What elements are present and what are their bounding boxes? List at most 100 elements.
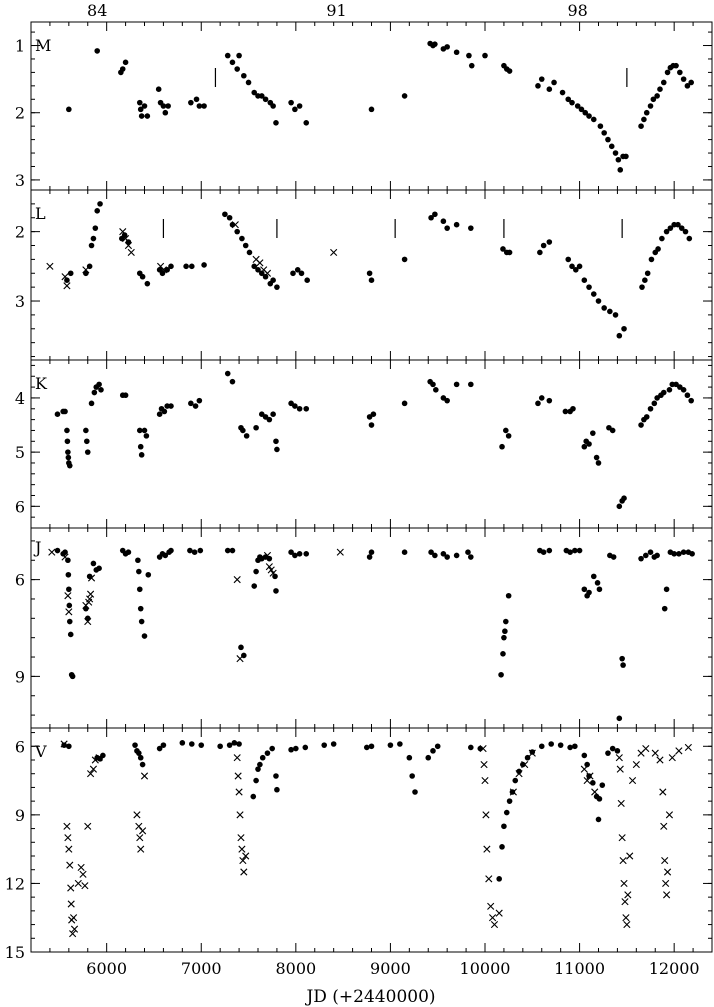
data-point-cross <box>483 845 491 853</box>
data-point-cross <box>482 811 490 819</box>
panel-label: M <box>35 36 51 55</box>
data-point-cross <box>242 852 250 860</box>
data-point-dot <box>595 816 602 823</box>
data-point-dot <box>137 605 144 612</box>
y-tick-label: 1 <box>15 37 25 56</box>
data-point-dot <box>258 93 265 99</box>
data-point-dot <box>599 782 606 788</box>
data-point-cross <box>675 747 683 755</box>
data-point-dot <box>605 136 611 143</box>
data-point-dot <box>482 52 488 59</box>
data-point-dot <box>500 651 506 657</box>
data-point-cross <box>528 749 536 757</box>
data-point-cross <box>91 756 99 764</box>
data-point-dot <box>595 460 602 466</box>
data-point-cross <box>74 879 82 888</box>
data-point-dot <box>688 79 694 86</box>
data-point-dot <box>664 69 671 76</box>
data-point-dot <box>164 266 170 273</box>
data-point-dot <box>569 263 575 270</box>
data-point-dot <box>643 109 650 116</box>
data-point-dot <box>387 742 394 748</box>
data-point-dot <box>572 743 578 750</box>
data-point-dot <box>257 761 263 768</box>
data-point-cross <box>140 772 149 780</box>
data-point-cross <box>663 868 672 876</box>
data-point-cross <box>69 914 78 922</box>
data-point-dot <box>274 284 280 290</box>
data-point-dot <box>251 263 258 270</box>
data-point-cross <box>234 772 242 780</box>
data-point-dot <box>477 745 484 752</box>
data-point-dot <box>136 568 142 575</box>
data-point-dot <box>586 441 592 447</box>
data-point-dot <box>144 280 151 287</box>
data-point-dot <box>647 103 654 109</box>
data-point-cross <box>136 834 144 842</box>
data-point-dot <box>638 123 644 129</box>
data-point-dot <box>503 618 509 625</box>
data-point-dot <box>596 586 603 593</box>
data-point-dot <box>506 798 513 804</box>
data-point-dot <box>368 106 375 113</box>
data-point-dot <box>498 671 504 678</box>
data-point-dot <box>680 387 687 393</box>
data-point-dot <box>433 387 439 393</box>
data-point-dot <box>94 48 101 54</box>
data-point-dot <box>660 79 667 86</box>
data-point-cross <box>135 822 143 830</box>
data-point-dot <box>136 750 142 756</box>
data-point-cross <box>81 882 89 890</box>
data-point-dot <box>684 83 691 89</box>
data-point-dot <box>444 225 450 231</box>
data-point-dot <box>586 589 592 596</box>
data-point-cross <box>515 770 523 778</box>
data-point-cross <box>89 765 98 773</box>
data-point-dot <box>66 106 72 113</box>
data-point-dot <box>621 495 627 501</box>
top-axis-label: 84 <box>87 1 107 20</box>
data-point-cross <box>632 760 640 769</box>
data-point-dot <box>168 403 174 409</box>
y-tick-label: 4 <box>15 389 25 408</box>
data-point-dot <box>596 796 603 802</box>
data-point-cross <box>67 884 75 892</box>
data-point-dot <box>567 549 573 555</box>
data-point-dot <box>66 743 72 750</box>
data-point-dot <box>168 547 174 554</box>
data-point-cross <box>63 822 71 830</box>
data-point-dot <box>581 443 588 450</box>
data-point-dot <box>576 263 583 270</box>
data-point-dot <box>135 557 141 564</box>
y-tick-label: 6 <box>15 571 25 590</box>
data-point-dot <box>430 381 436 388</box>
data-point-dot <box>617 167 624 173</box>
data-point-dot <box>161 408 168 415</box>
y-tick-label: 6 <box>15 497 25 516</box>
data-point-cross <box>663 891 671 899</box>
data-point-dot <box>368 422 375 428</box>
data-point-dot <box>572 547 578 554</box>
data-point-dot <box>677 69 683 76</box>
data-point-dot <box>619 655 625 662</box>
data-point-dot <box>368 549 375 555</box>
data-point-dot <box>253 568 259 575</box>
data-point-cross <box>619 856 627 865</box>
x-tick-label: 11000 <box>554 959 605 978</box>
data-point-dot <box>188 741 195 747</box>
data-point-dot <box>546 547 553 554</box>
data-point-dot <box>468 744 474 751</box>
data-point-dot <box>302 744 309 751</box>
data-point-dot <box>520 761 526 768</box>
y-tick-label: 9 <box>15 806 25 825</box>
data-point-dot <box>274 786 280 793</box>
data-point-dot <box>502 628 508 635</box>
data-point-dot <box>270 411 276 417</box>
data-point-dot <box>296 103 303 109</box>
data-point-dot <box>67 631 74 638</box>
data-point-dot <box>94 208 101 214</box>
data-point-dot <box>557 742 564 748</box>
data-point-dot <box>234 66 240 72</box>
data-point-dot <box>250 793 257 800</box>
data-point-cross <box>480 760 488 769</box>
